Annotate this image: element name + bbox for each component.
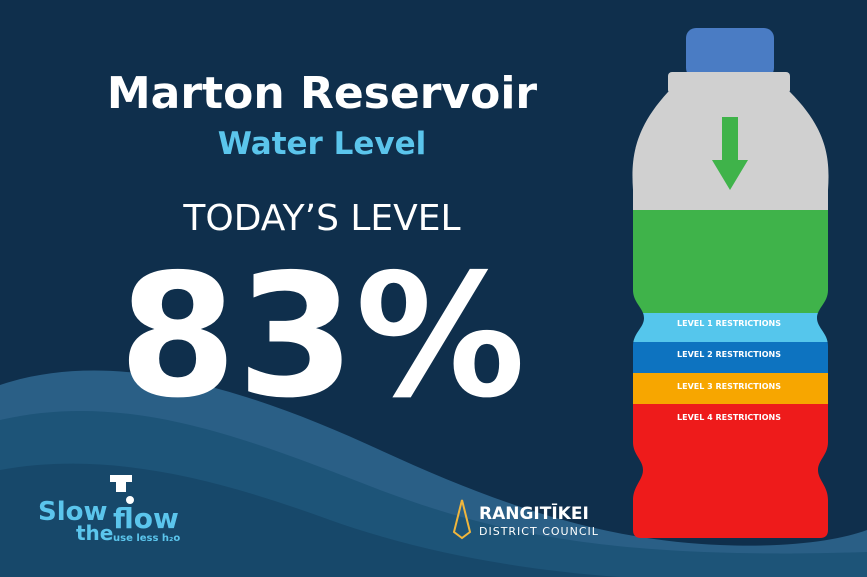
band-label: LEVEL 2 RESTRICTIONS [677,350,781,359]
band-label: LEVEL 3 RESTRICTIONS [677,382,781,391]
bottle-cap [686,28,774,78]
band-level-3 [632,373,829,404]
band-label: LEVEL 4 RESTRICTIONS [677,413,781,422]
council-subtitle: DISTRICT COUNCIL [479,525,599,538]
tap-icon [110,475,132,492]
drop-icon [126,496,134,504]
logo-tagline: use less h₂o [113,533,180,544]
council-name: RANGITĪKEI [479,502,589,524]
band-level-1 [632,313,829,342]
bottle: LEVEL 1 RESTRICTIONS LEVEL 2 RESTRICTION… [632,28,829,538]
level-value: 83% [119,238,526,436]
subtitle: Water Level [218,126,427,162]
wave [0,463,620,577]
council-emblem [452,499,472,540]
logo-text: flow [113,502,179,535]
logo-text: Slow [38,497,108,527]
band-level-4 [632,404,829,538]
logo-text: the [76,521,113,545]
band-level-2 [632,342,829,373]
campaign-logo: Slow the flow use less h₂o [38,475,180,545]
level-label: TODAY’S LEVEL [182,198,460,239]
down-arrow [712,117,748,190]
band-label: LEVEL 1 RESTRICTIONS [677,319,781,328]
council-logo: RANGITĪKEI DISTRICT COUNCIL [452,499,599,540]
bottle-neck [668,72,790,94]
bottle-water [632,210,829,313]
title: Marton Reservoir [107,68,538,119]
